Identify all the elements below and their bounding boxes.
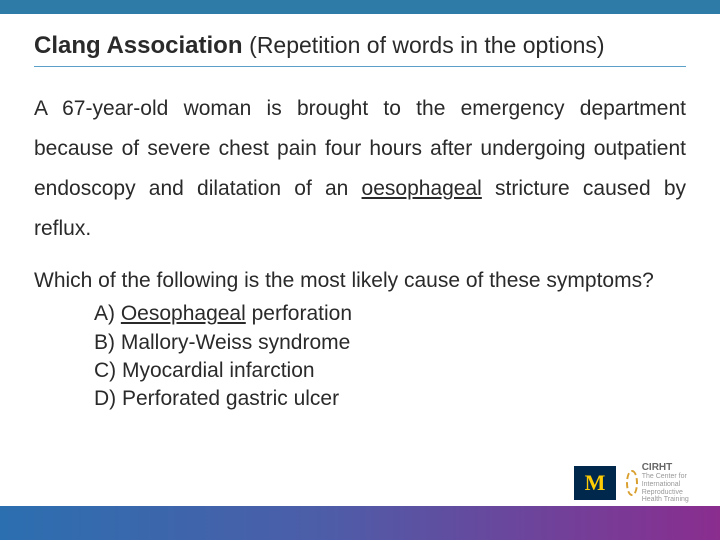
options-list: A) Oesophageal perforation B) Mallory-We… [34,300,686,413]
michigan-logo: M [574,466,616,500]
slide-content: Clang Association (Repetition of words i… [0,14,720,414]
cirht-text-block: CIRHT The Center for International Repro… [642,462,704,504]
cirht-icon [626,470,638,496]
footer-logos: M CIRHT The Center for International Rep… [574,466,704,500]
option-d: D) Perforated gastric ulcer [94,385,686,413]
question-text: Which of the following is the most likel… [34,263,686,299]
option-a-prefix: A) [94,302,121,325]
cirht-title: CIRHT [642,462,704,473]
option-a: A) Oesophageal perforation [94,300,686,328]
option-a-rest: perforation [246,302,352,325]
cirht-logo: CIRHT The Center for International Repro… [626,466,704,500]
option-c: C) Myocardial infarction [94,357,686,385]
option-b: B) Mallory-Weiss syndrome [94,329,686,357]
bottom-gradient-bar [0,506,720,540]
option-a-underlined: Oesophageal [121,302,246,325]
scenario-text: A 67-year-old woman is brought to the em… [34,89,686,249]
top-accent-bar [0,0,720,14]
scenario-underlined-word: oesophageal [362,177,482,200]
cirht-subtitle: The Center for International Reproductiv… [642,473,704,504]
title-bold: Clang Association [34,32,242,59]
slide-title: Clang Association (Repetition of words i… [34,32,686,67]
title-subtitle: (Repetition of words in the options) [249,32,604,58]
michigan-m-letter: M [585,470,606,496]
